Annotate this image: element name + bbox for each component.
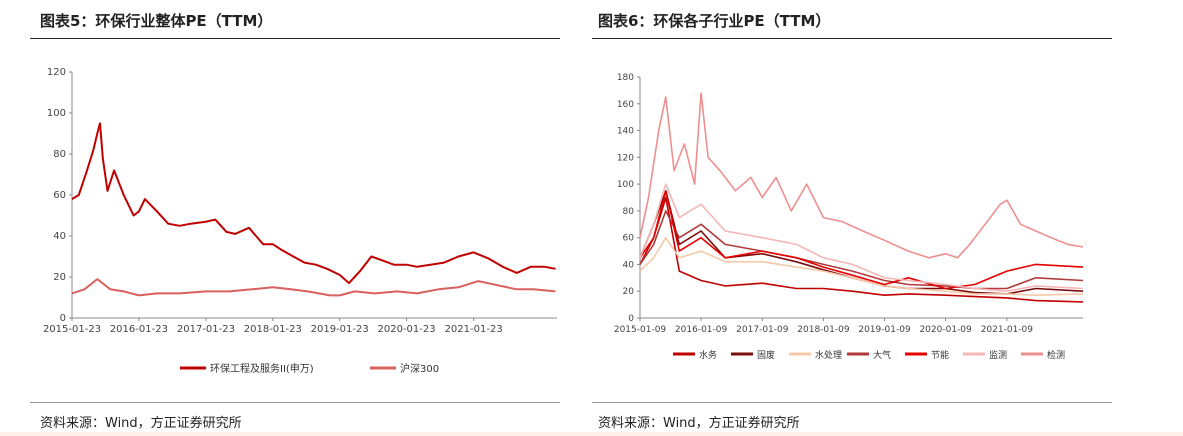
x-tick-label: 2021-01-09 bbox=[981, 325, 1034, 335]
x-tick-label: 2015-01-09 bbox=[614, 325, 667, 335]
y-tick-label: 20 bbox=[623, 287, 635, 297]
x-tick-label: 2017-01-09 bbox=[736, 325, 789, 335]
y-tick-label: 100 bbox=[47, 108, 66, 119]
right-chart: 0 20 40 60 80 100 120 140 160 180 2015-01-09 2016-0… bbox=[614, 73, 1084, 361]
x-tick-label: 2021-01-23 bbox=[445, 324, 503, 335]
x-tick-label: 2019-01-09 bbox=[858, 325, 911, 335]
y-tick-label: 180 bbox=[617, 73, 634, 83]
legend-label: 环保工程及服务II(申万) bbox=[210, 362, 314, 375]
series-line-4 bbox=[639, 210, 1084, 290]
y-tick-label: 40 bbox=[623, 260, 635, 270]
y-tick-label: 60 bbox=[53, 190, 66, 201]
y-tick-label: 40 bbox=[53, 231, 66, 242]
x-tick-label: 2019-01-23 bbox=[311, 324, 369, 335]
series-line-3 bbox=[639, 236, 1084, 297]
series-line-6 bbox=[639, 183, 1084, 293]
y-tick-label: 140 bbox=[617, 127, 634, 137]
x-tick-label: 2015-01-23 bbox=[43, 324, 101, 335]
y-tick-label: 120 bbox=[617, 153, 634, 163]
y-tick-label: 0 bbox=[60, 313, 66, 324]
legend-label: 大气 bbox=[873, 349, 891, 361]
legend-label: 沪深300 bbox=[400, 362, 439, 375]
series-line-2 bbox=[639, 190, 1084, 295]
x-tick-label: 2016-01-23 bbox=[110, 324, 168, 335]
y-tick-label: 100 bbox=[617, 180, 634, 190]
page-bottom-strip bbox=[0, 432, 1183, 436]
legend-label: 检测 bbox=[1047, 349, 1065, 361]
series-line-2 bbox=[71, 278, 556, 297]
y-tick-label: 0 bbox=[628, 314, 634, 324]
left-source-note: 资料来源：Wind，方正证券研究所 bbox=[40, 416, 242, 431]
legend-label: 监测 bbox=[989, 349, 1007, 361]
legend-label: 水务 bbox=[699, 349, 717, 361]
legend-label: 节能 bbox=[931, 349, 949, 361]
right-chart-title: 图表6：环保各子行业PE（TTM） bbox=[598, 12, 831, 30]
legend-label: 水处理 bbox=[815, 349, 842, 361]
y-tick-label: 60 bbox=[623, 234, 635, 244]
series-line-7 bbox=[639, 92, 1084, 259]
y-tick-label: 120 bbox=[47, 67, 66, 78]
left-chart-title: 图表5：环保行业整体PE（TTM） bbox=[40, 12, 273, 30]
x-tick-label: 2018-01-09 bbox=[797, 325, 850, 335]
y-tick-label: 80 bbox=[53, 149, 66, 160]
x-tick-label: 2020-01-09 bbox=[919, 325, 972, 335]
x-tick-label: 2017-01-23 bbox=[177, 324, 235, 335]
x-tick-label: 2016-01-09 bbox=[675, 325, 728, 335]
right-source-rule bbox=[592, 402, 1112, 403]
series-line-5 bbox=[639, 190, 1084, 290]
x-tick-label: 2018-01-23 bbox=[244, 324, 302, 335]
series-line-1 bbox=[639, 196, 1084, 303]
series-line-1 bbox=[71, 122, 556, 285]
x-tick-label: 2020-01-23 bbox=[378, 324, 436, 335]
right-title-rule bbox=[592, 38, 1112, 39]
y-tick-label: 80 bbox=[623, 207, 635, 217]
left-source-rule bbox=[30, 402, 560, 403]
left-title-rule bbox=[30, 38, 560, 39]
y-tick-label: 20 bbox=[53, 272, 66, 283]
y-tick-label: 160 bbox=[617, 100, 634, 110]
legend-label: 固废 bbox=[757, 349, 775, 361]
right-source-note: 资料来源：Wind，方正证券研究所 bbox=[598, 416, 800, 431]
left-chart: 0 20 40 60 80 100 120 2015-01-23 2016-01-23 2017-… bbox=[43, 67, 557, 375]
